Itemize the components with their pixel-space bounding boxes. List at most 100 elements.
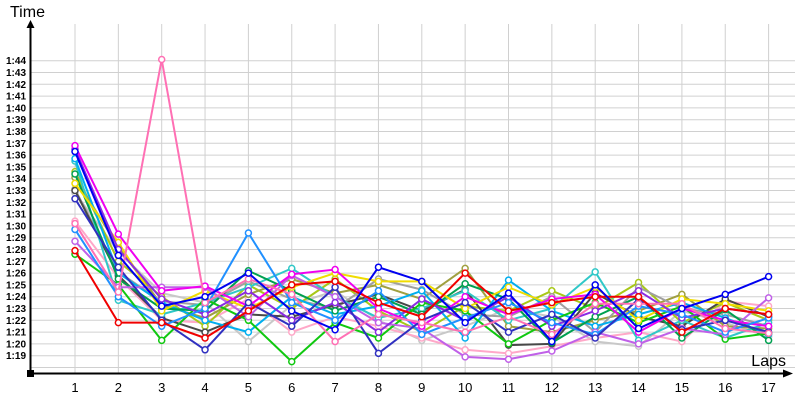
- data-point-blue: [201, 292, 209, 301]
- y-tick-label: 1:27: [6, 257, 26, 268]
- x-tick-label: 11: [502, 380, 516, 395]
- data-point-orchid: [374, 318, 383, 327]
- y-axis-title: Time: [10, 4, 45, 21]
- x-tick-label: 8: [375, 380, 382, 395]
- y-tick-label: 1:21: [6, 328, 26, 339]
- x-axis-arrow-icon: [783, 369, 793, 378]
- data-point-green: [764, 336, 773, 345]
- x-tick-label: 17: [761, 380, 775, 395]
- data-point-hotpink: [288, 290, 296, 299]
- data-point-turquoise: [461, 287, 469, 295]
- data-point-navy: [288, 322, 296, 330]
- data-point-hotpink: [764, 329, 773, 338]
- y-tick-label: 1:42: [6, 80, 26, 91]
- data-point-blue: [721, 290, 729, 299]
- data-point-skyblue: [461, 334, 469, 342]
- y-tick-label: 1:22: [6, 316, 26, 327]
- data-point-navy: [548, 310, 556, 319]
- data-point-magenta: [114, 230, 123, 238]
- data-point-skyblue: [418, 287, 426, 295]
- data-point-hotpink: [418, 318, 426, 327]
- data-point-red: [157, 318, 166, 327]
- data-point-orchid: [548, 347, 556, 355]
- x-tick-label: 10: [458, 380, 472, 395]
- data-point-red: [418, 313, 426, 321]
- data-point-blue: [418, 277, 426, 286]
- data-point-blue: [244, 269, 253, 277]
- data-point-yellowgreen: [548, 287, 556, 295]
- data-point-green: [374, 292, 383, 301]
- data-point-yellow: [634, 316, 643, 325]
- data-point-purple: [157, 295, 166, 303]
- data-point-red: [331, 277, 339, 286]
- data-point-hotpink: [461, 328, 469, 336]
- data-point-green: [71, 170, 79, 178]
- data-point-blue: [331, 325, 339, 334]
- y-tick-label: 1:43: [6, 68, 26, 79]
- y-tick-label: 1:19: [6, 351, 26, 362]
- y-tick-label: 1:36: [6, 151, 26, 162]
- data-point-blue: [71, 147, 79, 156]
- data-point-dodgerblue: [201, 304, 209, 313]
- data-point-red: [374, 298, 383, 307]
- data-point-red: [634, 292, 643, 301]
- data-point-red: [461, 269, 469, 277]
- data-point-red: [288, 281, 296, 289]
- data-point-navy: [591, 334, 599, 342]
- data-point-khaki: [504, 322, 513, 330]
- data-point-turquoise: [418, 304, 426, 313]
- data-point-blue: [591, 281, 599, 289]
- data-point-navy: [331, 283, 339, 292]
- data-point-dodgerblue: [374, 287, 383, 295]
- data-point-blue: [461, 318, 469, 327]
- data-point-hotpink: [157, 55, 166, 64]
- data-point-dodgerblue: [418, 330, 426, 339]
- data-point-magenta: [461, 292, 469, 301]
- data-point-dodgerblue: [504, 298, 513, 307]
- y-tick-label: 1:39: [6, 115, 26, 126]
- data-point-blue: [374, 263, 383, 271]
- data-point-hotpink: [548, 330, 556, 339]
- data-point-hotpink: [201, 298, 209, 307]
- data-point-red: [201, 334, 209, 342]
- origin-marker: [27, 370, 34, 377]
- data-point-dodgerblue: [244, 229, 253, 237]
- x-tick-label: 12: [545, 380, 559, 395]
- data-point-red: [71, 246, 79, 255]
- data-point-hotpink: [244, 275, 253, 283]
- x-axis-title: Laps: [751, 353, 786, 370]
- data-point-yellow: [461, 304, 469, 313]
- data-point-magenta: [288, 270, 296, 279]
- x-tick-label: 2: [115, 380, 122, 395]
- data-point-navy: [374, 349, 383, 358]
- data-point-navy: [201, 346, 209, 354]
- y-tick-label: 1:28: [6, 245, 26, 256]
- data-point-hotpink: [634, 300, 643, 308]
- data-point-navy: [244, 298, 253, 307]
- data-point-blue: [157, 302, 166, 310]
- data-point-magenta: [374, 304, 383, 313]
- data-point-lime: [374, 334, 383, 342]
- data-point-lightpink: [504, 349, 513, 358]
- data-point-green: [461, 279, 469, 288]
- x-tick-label: 5: [245, 380, 252, 395]
- y-tick-label: 1:38: [6, 127, 26, 138]
- data-point-navy: [721, 316, 729, 325]
- data-point-purple: [331, 298, 339, 307]
- y-tick-label: 1:35: [6, 162, 26, 173]
- data-point-black: [71, 186, 79, 195]
- x-tick-label: 7: [331, 380, 338, 395]
- x-tick-label: 13: [588, 380, 602, 395]
- data-point-blue: [634, 324, 643, 333]
- data-point-purple: [634, 287, 643, 295]
- y-tick-label: 1:23: [6, 304, 26, 315]
- data-point-blue: [548, 337, 556, 346]
- y-tick-label: 1:24: [6, 292, 26, 303]
- data-point-magenta: [71, 141, 79, 150]
- data-point-magenta: [331, 265, 339, 274]
- data-point-magenta: [157, 287, 166, 295]
- data-point-orchid: [504, 355, 513, 363]
- data-point-orchid: [71, 237, 79, 245]
- data-point-magenta: [764, 322, 773, 330]
